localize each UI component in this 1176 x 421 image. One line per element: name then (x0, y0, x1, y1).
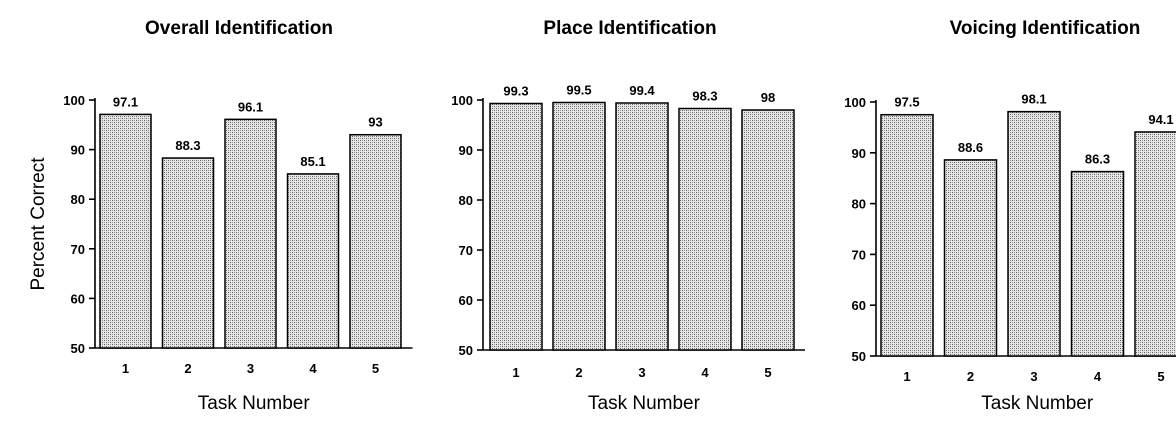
x-tick-label: 2 (575, 365, 582, 380)
y-axis-title: Percent Correct (28, 157, 49, 291)
x-tick-label: 2 (967, 369, 974, 384)
chart-panel-2: Place Identification 100 90 80 70 60 50 99.3 1 99… (451, 18, 805, 414)
y-tick-label: 100 (63, 93, 85, 108)
bar-value-label: 97.5 (894, 95, 919, 110)
bar-value-label: 96.1 (238, 99, 263, 114)
bar-value-label: 97.1 (113, 94, 138, 109)
chart-title: Overall Identification (145, 18, 333, 39)
y-tick-label: 60 (459, 293, 473, 308)
bar-value-label: 88.3 (175, 138, 200, 153)
x-axis-title: Task Number (588, 393, 701, 414)
y-tick-label: 90 (71, 143, 85, 158)
bar-task-4 (1070, 170, 1125, 357)
bar-task-1 (880, 113, 934, 357)
bar-task-2 (552, 101, 606, 351)
y-tick-label: 60 (852, 298, 866, 313)
y-tick-label: 80 (852, 197, 866, 212)
bar-task-3 (1007, 110, 1061, 357)
bar-value-label: 98 (761, 90, 775, 105)
bar-value-label: 85.1 (300, 154, 325, 169)
bar-value-label: 88.6 (958, 140, 983, 155)
bar-value-label: 99.4 (629, 83, 655, 98)
bar-task-4 (286, 173, 340, 349)
y-tick-label: 70 (71, 242, 85, 257)
y-tick-label: 100 (844, 95, 866, 110)
bar-task-2 (161, 157, 215, 349)
y-tick-label: 70 (459, 243, 473, 258)
x-tick-label: 3 (247, 361, 254, 376)
y-tick-label: 50 (459, 343, 473, 358)
bar-value-label: 86.3 (1085, 152, 1110, 167)
x-tick-label: 5 (372, 361, 379, 376)
x-tick-label: 3 (638, 365, 645, 380)
x-tick-label: 5 (764, 365, 771, 380)
x-tick-label: 1 (512, 365, 519, 380)
bar-value-label: 93 (368, 115, 382, 130)
bar-value-label: 94.1 (1148, 112, 1173, 127)
bar-task-3 (224, 118, 277, 349)
y-tick-label: 90 (459, 143, 473, 158)
x-tick-label: 4 (309, 361, 317, 376)
bar-task-2 (943, 159, 998, 357)
bar-task-1 (489, 102, 543, 351)
chart-panel-3: Voicing Identification 100 90 80 70 60 50 97.5 1… (844, 18, 1176, 414)
x-axis-title: Task Number (198, 393, 311, 414)
x-tick-label: 4 (1094, 369, 1102, 384)
x-tick-label: 3 (1030, 369, 1037, 384)
bar-value-label: 98.3 (692, 89, 717, 104)
chart-title: Voicing Identification (950, 18, 1141, 39)
y-tick-label: 60 (71, 291, 85, 306)
bar-task-5 (349, 133, 402, 349)
y-tick-label: 70 (852, 247, 866, 262)
bar-task-1 (99, 113, 152, 349)
x-tick-label: 5 (1157, 369, 1164, 384)
bar-task-4 (678, 107, 732, 351)
bar-value-label: 99.3 (503, 84, 528, 99)
y-tick-label: 80 (71, 192, 85, 207)
y-tick-label: 80 (459, 193, 473, 208)
bar-task-5 (1134, 131, 1176, 357)
y-tick-label: 100 (451, 93, 473, 108)
x-tick-label: 1 (903, 369, 910, 384)
x-tick-label: 2 (184, 361, 191, 376)
chart-title: Place Identification (543, 18, 716, 39)
panels: Overall Identification 100 90 80 70 60 50 97.1 1… (63, 18, 1176, 414)
bar-value-label: 98.1 (1021, 92, 1046, 107)
y-tick-label: 50 (852, 349, 866, 364)
x-axis-title: Task Number (981, 393, 1094, 414)
bar-value-label: 99.5 (566, 83, 591, 98)
bar-task-5 (741, 109, 795, 351)
x-tick-label: 1 (122, 361, 129, 376)
bar-task-3 (615, 102, 669, 351)
x-tick-label: 4 (701, 365, 709, 380)
y-tick-label: 90 (852, 146, 866, 161)
chart-panel-1: Overall Identification 100 90 80 70 60 50 97.1 1… (63, 18, 413, 414)
y-tick-label: 50 (71, 341, 85, 356)
